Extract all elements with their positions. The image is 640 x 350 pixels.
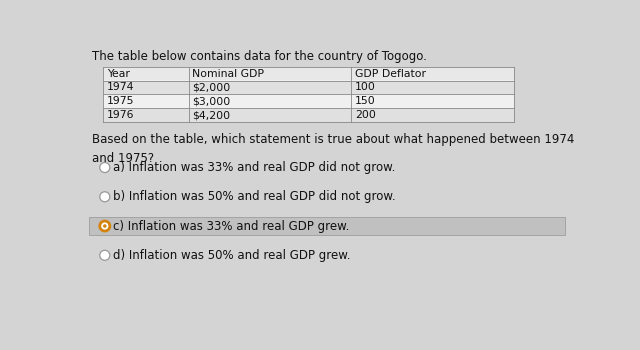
Text: b) Inflation was 50% and real GDP did not grow.: b) Inflation was 50% and real GDP did no… — [113, 190, 396, 203]
Text: 150: 150 — [355, 96, 376, 106]
Bar — [90, 217, 565, 235]
Text: Year: Year — [107, 69, 130, 78]
Text: 100: 100 — [355, 83, 376, 92]
Circle shape — [100, 192, 110, 202]
Circle shape — [103, 224, 107, 228]
Text: d) Inflation was 50% and real GDP grew.: d) Inflation was 50% and real GDP grew. — [113, 249, 351, 262]
Text: GDP Deflator: GDP Deflator — [355, 69, 426, 78]
Text: c) Inflation was 33% and real GDP grew.: c) Inflation was 33% and real GDP grew. — [113, 219, 349, 232]
Text: a) Inflation was 33% and real GDP did not grow.: a) Inflation was 33% and real GDP did no… — [113, 161, 396, 174]
Circle shape — [100, 162, 110, 173]
Bar — [103, 66, 514, 80]
Text: 1975: 1975 — [107, 96, 134, 106]
Bar — [103, 80, 514, 94]
Bar — [103, 94, 514, 108]
Text: $2,000: $2,000 — [193, 83, 230, 92]
Text: $4,200: $4,200 — [193, 110, 230, 120]
Circle shape — [100, 250, 110, 260]
Bar — [103, 108, 514, 122]
Text: 200: 200 — [355, 110, 376, 120]
Text: $3,000: $3,000 — [193, 96, 230, 106]
Bar — [103, 66, 514, 122]
Text: 1974: 1974 — [107, 83, 134, 92]
Text: 1976: 1976 — [107, 110, 134, 120]
Text: Based on the table, which statement is true about what happened between 1974
and: Based on the table, which statement is t… — [92, 133, 574, 165]
Text: The table below contains data for the country of Togogo.: The table below contains data for the co… — [92, 50, 426, 63]
Text: Nominal GDP: Nominal GDP — [193, 69, 264, 78]
Circle shape — [100, 221, 110, 231]
